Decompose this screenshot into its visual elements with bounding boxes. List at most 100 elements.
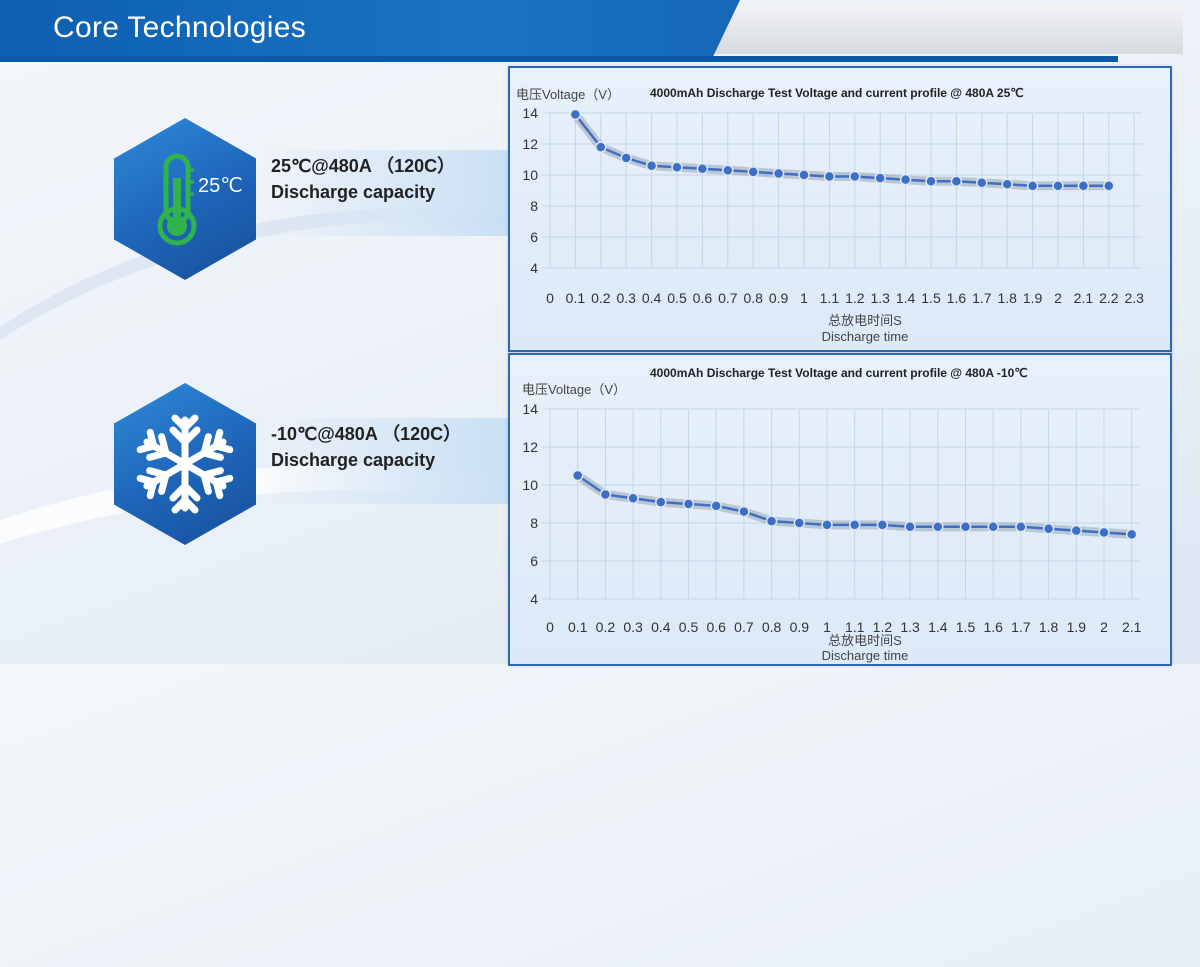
data-point	[1098, 526, 1110, 539]
x-tick-label: 0.4	[642, 290, 662, 306]
x-tick-label: 1	[823, 619, 831, 635]
data-point	[823, 170, 836, 183]
x-tick-label: 2.3	[1124, 290, 1144, 306]
y-tick-label: 4	[530, 591, 538, 607]
data-point	[571, 469, 584, 482]
y-tick-label: 12	[522, 439, 538, 455]
data-point	[569, 108, 582, 121]
data-point	[747, 166, 759, 178]
x-tick-label: 1.4	[896, 290, 916, 306]
x-tick-label: 0.5	[667, 290, 687, 306]
chart-title: 4000mAh Discharge Test Voltage and curre…	[650, 366, 1028, 380]
data-point	[1052, 180, 1064, 192]
x-tick-label: 2	[1100, 619, 1108, 635]
thermometer-icon	[157, 153, 197, 246]
y-tick-label: 12	[522, 136, 538, 152]
x-tick-label: 0.9	[769, 290, 789, 306]
data-point	[821, 519, 833, 531]
caption-label: Discharge capacity	[271, 450, 436, 470]
data-point	[848, 519, 861, 531]
x-axis-label: Discharge time	[822, 329, 909, 344]
x-tick-label: 0.7	[718, 290, 738, 306]
data-point	[696, 163, 709, 175]
data-point	[904, 521, 916, 533]
x-tick-label: 2.1	[1122, 619, 1142, 635]
x-tick-label: 0.3	[623, 619, 643, 635]
x-tick-label: 1.6	[983, 619, 1003, 635]
snowflake-icon	[114, 414, 256, 545]
x-tick-label: 0.9	[790, 619, 810, 635]
data-point	[793, 517, 806, 529]
data-point	[738, 505, 750, 518]
y-axis-label: 电压Voltage（V）	[522, 382, 626, 397]
y-tick-label: 14	[522, 105, 538, 121]
x-tick-label: 0.6	[706, 619, 726, 635]
caption-band	[258, 150, 510, 236]
x-tick-label: 0.6	[693, 290, 713, 306]
chart-panel-25c: 4 6 8 10 12 14 0 0.1 0.2 0.3 0.4 0.5 0.6 0.7 0.8 0.9 1 1.…	[508, 66, 1172, 352]
data-point	[1125, 528, 1138, 541]
x-tick-label: 1.1	[845, 619, 865, 635]
x-tick-label: 0.4	[651, 619, 671, 635]
data-point	[1015, 521, 1027, 533]
data-point	[682, 498, 695, 510]
data-point	[655, 496, 667, 508]
x-tick-label: 1.7	[1011, 619, 1031, 635]
page-header: Core Technologies	[0, 0, 1200, 62]
data-point	[925, 175, 937, 187]
x-tick-label: 1.4	[928, 619, 948, 635]
x-tick-label: 0	[546, 619, 554, 635]
x-tick-label: 0.7	[734, 619, 754, 635]
x-tick-label: 1.6	[947, 290, 967, 306]
x-tick-label: 1.3	[870, 290, 890, 306]
x-tick-label: 1.5	[921, 290, 941, 306]
discharge-chart-25c: 4 6 8 10 12 14 0 0.1 0.2 0.3 0.4 0.5 0.6 0.7 0.8 0.9 1 1.…	[516, 86, 1144, 344]
x-tick-label: 0.1	[566, 290, 586, 306]
y-tick-label: 6	[530, 229, 538, 245]
data-point	[932, 521, 944, 533]
chart-title: 4000mAh Discharge Test Voltage and curre…	[650, 86, 1024, 100]
x-tick-label: 0	[546, 290, 554, 306]
page-title: Core Technologies	[53, 11, 307, 44]
data-point	[849, 170, 861, 183]
x-tick-label: 1.5	[956, 619, 976, 635]
y-axis-label: 电压Voltage（V）	[516, 87, 620, 102]
data-point	[798, 169, 810, 181]
data-point	[620, 152, 632, 164]
x-axis-label-cn: 总放电时间S	[828, 633, 902, 648]
data-point	[595, 141, 607, 153]
data-point	[671, 161, 683, 173]
x-tick-label: 1.9	[1023, 290, 1043, 306]
data-point	[1001, 178, 1013, 191]
x-tick-label: 2.2	[1099, 290, 1119, 306]
header-band	[0, 0, 740, 62]
discharge-chart-minus10c: 4 6 8 10 12 14 0 0.1 0.2 0.3 0.4 0.5 0.6 0.7 0.8 0.9 1 1.…	[522, 366, 1142, 663]
data-point	[874, 172, 886, 184]
temperature-badge: 25℃	[198, 175, 243, 197]
y-tick-label: 10	[522, 167, 538, 183]
header-accent	[705, 4, 1183, 54]
y-tick-label: 10	[522, 477, 538, 493]
x-tick-label: 0.3	[616, 290, 636, 306]
y-tick-label: 6	[530, 553, 538, 569]
data-point	[1042, 522, 1055, 535]
data-point	[765, 515, 778, 527]
x-tick-label: 1.9	[1067, 619, 1087, 635]
data-point	[976, 177, 988, 189]
x-axis-label-cn: 总放电时间S	[828, 313, 902, 328]
data-point	[1103, 180, 1115, 192]
data-point	[599, 488, 612, 501]
x-tick-label: 0.8	[743, 290, 763, 306]
data-point	[899, 173, 912, 186]
data-point	[722, 164, 734, 177]
hex-badge-warm: 25℃	[114, 118, 256, 280]
x-tick-label: 1.8	[1039, 619, 1059, 635]
y-tick-label: 14	[522, 401, 538, 417]
x-tick-label: 1.8	[997, 290, 1017, 306]
data-point	[1070, 524, 1083, 537]
x-tick-label: 1.3	[900, 619, 920, 635]
data-point	[710, 500, 722, 512]
data-point	[987, 521, 999, 533]
y-tick-label: 8	[530, 515, 538, 531]
caption-band	[258, 418, 510, 504]
